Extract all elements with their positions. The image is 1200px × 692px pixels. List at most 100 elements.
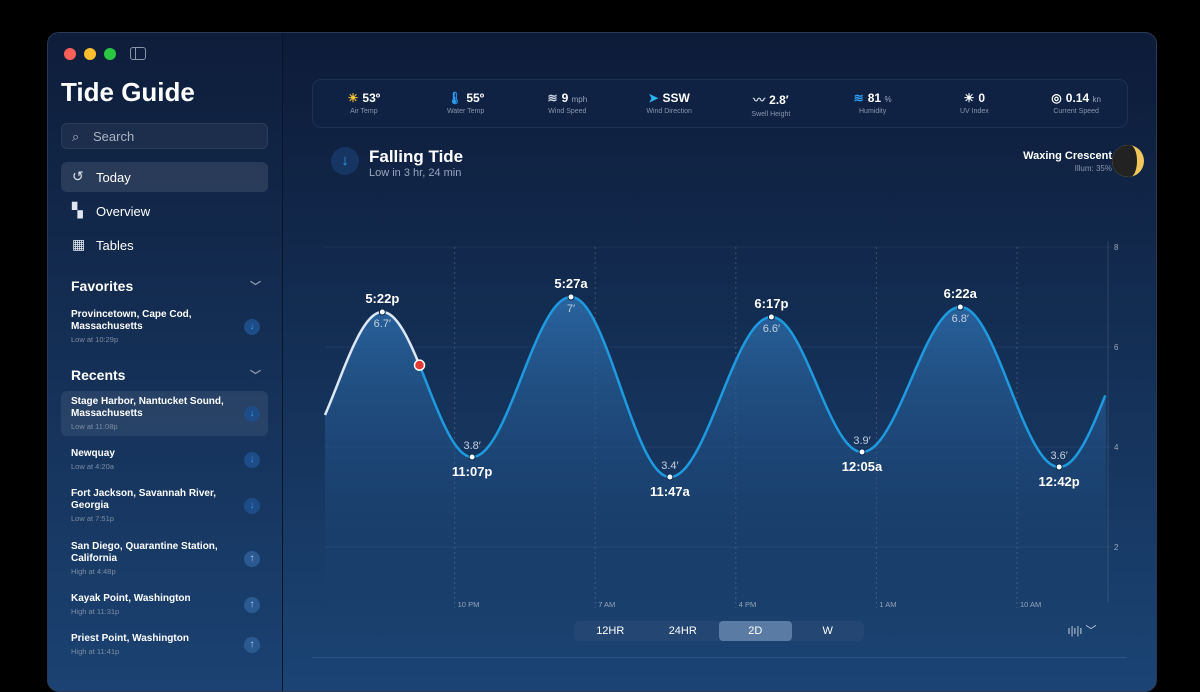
close-button[interactable]	[64, 48, 76, 60]
high-tide-time: 5:22p	[365, 291, 399, 306]
wind-icon: ≋	[547, 91, 558, 105]
location-name: Newquay	[71, 448, 115, 459]
location-item[interactable]: Priest Point, Washington High at 11:41p ↑	[61, 628, 268, 661]
low-tide-time: 12:42p	[1039, 474, 1080, 489]
stat-value: 9	[561, 91, 569, 105]
chevron-down-icon[interactable]: ﹀	[250, 281, 261, 293]
location-item[interactable]: Provincetown, Cape Cod, Massachusetts Low…	[61, 304, 268, 349]
location-item[interactable]: Newquay Low at 4:20a ↓	[61, 443, 268, 476]
stat-label: UV Index	[959, 108, 989, 115]
tide-height-label: 3.9′	[853, 435, 870, 447]
stat-water-temp: 🌡 55º Water Temp	[415, 80, 517, 127]
chevron-down-icon[interactable]: ﹀	[250, 370, 261, 382]
stat-label: Air Temp	[350, 108, 378, 115]
stat-label: Wind Direction	[646, 108, 692, 115]
high-tide-time: 6:22a	[944, 286, 978, 301]
range-selector: 12HR 24HR 2D W	[574, 621, 864, 641]
moon-icon	[1112, 145, 1144, 177]
wave-icon: 〰	[753, 93, 766, 107]
tide-height-label: 6.8′	[952, 313, 969, 325]
zoom-button[interactable]	[104, 48, 116, 60]
tide-extreme-point	[378, 308, 386, 316]
range-24hr[interactable]: 24HR	[668, 625, 697, 637]
arrow-up-icon: ↑	[244, 550, 260, 567]
range-12hr[interactable]: 12HR	[596, 625, 625, 637]
minimize-button[interactable]	[84, 48, 96, 60]
location-name: San Diego, Quarantine Station, Californi…	[71, 541, 218, 564]
stat-label: Current Speed	[1053, 108, 1099, 115]
tide-extreme-point	[858, 448, 866, 456]
favorites-header[interactable]: Favorites ﹀	[71, 278, 261, 294]
range-2d[interactable]: 2D	[719, 621, 792, 641]
stat-unit: mph	[571, 95, 588, 104]
search-input[interactable]: ⌕ Search	[61, 123, 268, 149]
stat-value: 53º	[362, 91, 381, 105]
app-title: Tide Guide	[61, 77, 195, 107]
sidebar-item-today[interactable]: ↺ Today	[61, 162, 268, 192]
location-name: Provincetown, Cape Cod, Massachusetts	[71, 309, 192, 332]
chart-style-menu[interactable]: ı|ı|ı ﹀	[1058, 619, 1106, 643]
sidebar-toggle-icon[interactable]	[130, 47, 146, 60]
location-next-tide: High at 11:31p	[71, 607, 120, 616]
tide-height-label: 7′	[567, 303, 575, 315]
recents-header[interactable]: Recents ﹀	[71, 367, 261, 383]
location-next-tide: High at 4:48p	[71, 567, 116, 576]
wind-direction-icon: ➤	[648, 91, 659, 105]
stat-current-speed: ◎ 0.14 kn Current Speed	[1025, 80, 1127, 127]
location-item[interactable]: Kayak Point, Washington High at 11:31p ↑	[61, 588, 268, 621]
main-content: ☀ 53º Air Temp 🌡 55º Water Temp ≋ 9 mph Wind S…	[283, 33, 1156, 691]
stat-unit: %	[884, 95, 892, 104]
stat-value: 0	[978, 91, 986, 105]
moon-phase-name: Waxing Crescent	[1023, 150, 1112, 162]
nav-label: Overview	[96, 204, 151, 219]
sidebar-item-tables[interactable]: ▦ Tables	[61, 230, 268, 260]
high-tide-time: 6:17p	[754, 296, 788, 311]
location-name: Kayak Point, Washington	[71, 593, 191, 604]
stat-wind-speed: ≋ 9 mph Wind Speed	[517, 80, 619, 127]
arrow-down-icon: ↓	[244, 451, 260, 468]
y-tick-label: 2	[1114, 543, 1119, 552]
location-next-tide: High at 11:41p	[71, 647, 120, 656]
location-item[interactable]: Stage Harbor, Nantucket Sound, Massachus…	[61, 391, 268, 436]
arrow-up-icon: ↑	[244, 636, 260, 653]
gauge-icon: ◎	[1051, 91, 1062, 105]
tide-height-label: 6.6′	[763, 323, 780, 335]
stat-humidity: ≋ 81 % Humidity	[822, 80, 924, 127]
location-item[interactable]: Fort Jackson, Savannah River, Georgia Low…	[61, 483, 268, 528]
low-tide-time: 11:07p	[452, 464, 493, 479]
stat-value: 55º	[466, 91, 485, 105]
tide-extreme-point	[567, 293, 575, 301]
sidebar-item-overview[interactable]: ▚ Overview	[61, 196, 268, 226]
high-tide-time: 5:27a	[554, 276, 588, 291]
search-placeholder: Search	[93, 129, 135, 144]
tide-title: Falling Tide	[369, 147, 464, 166]
y-tick-label: 4	[1114, 443, 1119, 452]
stat-value: 81	[867, 91, 882, 105]
chevron-down-icon: ﹀	[1085, 625, 1097, 637]
stat-label: Wind Speed	[548, 108, 587, 115]
location-next-tide: Low at 4:20a	[71, 462, 114, 471]
grid-icon: ▚	[72, 202, 83, 218]
nav-label: Tables	[96, 238, 134, 253]
favorites-label: Favorites	[71, 278, 134, 294]
tide-chart[interactable]: 246810 PM7 AM4 PM1 AM10 AM5:22p6.7′11:07…	[283, 33, 1157, 633]
location-name: Stage Harbor, Nantucket Sound, Massachus…	[71, 396, 224, 419]
tide-extreme-point	[666, 473, 674, 481]
tide-height-label: 3.6′	[1050, 450, 1067, 462]
location-next-tide: Low at 11:08p	[71, 422, 118, 431]
tide-subtitle: Low in 3 hr, 24 min	[369, 167, 462, 179]
moon-phase: Waxing Crescent Illum: 35%	[1023, 150, 1112, 173]
tide-height-label: 3.4′	[661, 460, 678, 472]
location-name: Priest Point, Washington	[71, 633, 189, 644]
range-w[interactable]: W	[822, 625, 833, 637]
stat-value: 0.14	[1065, 91, 1090, 105]
tide-area	[325, 297, 1106, 613]
stat-air-temp: ☀ 53º Air Temp	[313, 80, 415, 127]
tide-line-past	[323, 310, 420, 416]
nav-label: Today	[96, 170, 131, 185]
location-item[interactable]: San Diego, Quarantine Station, Californi…	[61, 536, 268, 581]
tide-height-label: 3.8′	[463, 440, 480, 452]
waveform-icon: ı|ı|ı	[1067, 625, 1083, 637]
humidity-icon: ≋	[853, 91, 864, 105]
stat-swell-height: 〰 2.8′ Swell Height	[720, 80, 822, 127]
